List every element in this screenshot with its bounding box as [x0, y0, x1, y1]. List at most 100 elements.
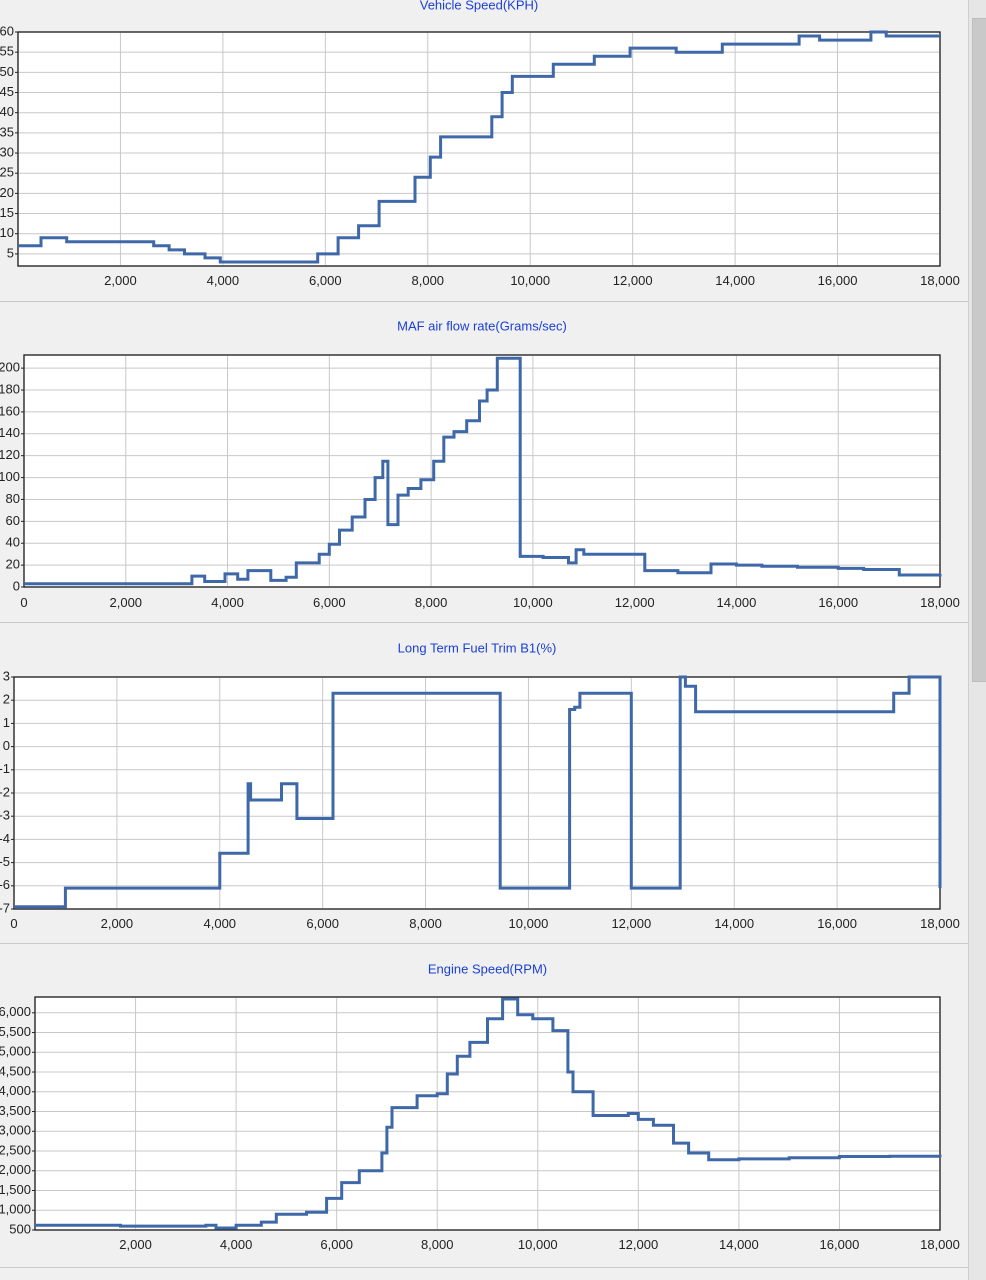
x-tick-label: 14,000	[715, 273, 755, 288]
y-tick-label: 1,000	[0, 1202, 31, 1217]
y-tick-label: 5	[7, 245, 14, 260]
x-tick-label: 4,000	[211, 595, 244, 610]
y-tick-label: 20	[0, 185, 14, 200]
chart-panel-vehicle-speed: Vehicle Speed(KPH) 2,000 4,000 6,000 8,000 10…	[0, 0, 968, 301]
y-tick-label: 60	[0, 23, 14, 38]
chart-title: MAF air flow rate(Grams/sec)	[397, 318, 567, 333]
y-tick-label: 40	[0, 104, 14, 119]
x-tick-label: 0	[20, 595, 27, 610]
x-tick-label: 6,000	[320, 1237, 353, 1252]
y-tick-label: -5	[0, 854, 10, 869]
y-tick-label: -6	[0, 877, 10, 892]
y-tick-label: 0	[13, 578, 20, 593]
plot-area	[17, 31, 941, 267]
y-tick-label: 80	[6, 491, 20, 506]
x-tick-label: 10,000	[510, 273, 550, 288]
x-tick-label: 2,000	[104, 273, 137, 288]
chart-panel-engine-speed: Engine Speed(RPM) 2,000 4,000 6,000 8,000 10,…	[0, 944, 968, 1267]
x-tick-label: 8,000	[412, 273, 445, 288]
x-tick-label: 18,000	[920, 916, 960, 931]
y-tick-label: -4	[0, 831, 10, 846]
y-tick-label: 100	[0, 469, 20, 484]
x-tick-label: 12,000	[618, 1237, 658, 1252]
y-tick-label: 0	[3, 738, 10, 753]
x-tick-label: 2,000	[119, 1237, 152, 1252]
x-tick-label: 18,000	[920, 1237, 960, 1252]
y-tick-label: 45	[0, 84, 14, 99]
chart-panel-maf-air-flow: MAF air flow rate(Grams/sec) 0 2,000 4,000 6…	[0, 302, 968, 622]
chart-title: Long Term Fuel Trim B1(%)	[398, 640, 557, 655]
y-tick-label: 140	[0, 425, 20, 440]
x-tick-label: 14,000	[719, 1237, 759, 1252]
y-tick-label: 10	[0, 225, 14, 240]
x-tick-label: 6,000	[306, 916, 339, 931]
x-tick-label: 16,000	[818, 273, 858, 288]
x-tick-label: 2,000	[101, 916, 134, 931]
y-tick-label: -3	[0, 808, 10, 823]
plot-border	[17, 31, 941, 267]
vertical-scrollbar[interactable]	[968, 0, 986, 1280]
long-term-fuel-trim-chart: Long Term Fuel Trim B1(%) 0 2,000 4,000 6,00…	[0, 640, 960, 931]
series-line	[24, 356, 942, 586]
y-tick-label: 30	[0, 144, 14, 159]
plot-border	[23, 354, 941, 588]
x-tick-label: 10,000	[518, 1237, 558, 1252]
scrollbar-thumb[interactable]	[972, 18, 986, 682]
x-tick-label: 12,000	[611, 916, 651, 931]
y-tick-label: -7	[0, 900, 10, 915]
x-tick-label: 4,000	[207, 273, 240, 288]
plot-border	[34, 996, 941, 1231]
series-line	[18, 30, 940, 264]
y-tick-label: 40	[6, 535, 20, 550]
x-tick-label: 4,000	[220, 1237, 253, 1252]
y-tick-label: 180	[0, 381, 20, 396]
x-tick-label: 14,000	[714, 916, 754, 931]
x-tick-label: 16,000	[820, 1237, 860, 1252]
y-tick-label: 15	[0, 205, 14, 220]
y-tick-label: -1	[0, 761, 10, 776]
y-tick-label: -2	[0, 784, 10, 799]
panel-divider	[0, 301, 968, 302]
x-tick-label: 18,000	[920, 595, 960, 610]
x-tick-label: 8,000	[421, 1237, 454, 1252]
x-tick-label: 14,000	[717, 595, 757, 610]
y-tick-label: 20	[6, 557, 20, 572]
panel-divider	[0, 943, 968, 944]
chart-title: Engine Speed(RPM)	[428, 961, 547, 976]
x-tick-label: 16,000	[817, 916, 857, 931]
x-tick-label: 8,000	[415, 595, 448, 610]
y-tick-label: 4,500	[0, 1063, 31, 1078]
y-tick-label: 1,500	[0, 1182, 31, 1197]
x-tick-label: 12,000	[615, 595, 655, 610]
x-tick-label: 18,000	[920, 273, 960, 288]
y-tick-label: 5,000	[0, 1044, 31, 1059]
y-tick-label: 1	[3, 715, 10, 730]
y-tick-label: 2	[3, 692, 10, 707]
series-line	[35, 997, 942, 1230]
x-tick-label: 6,000	[309, 273, 342, 288]
x-tick-label: 10,000	[509, 916, 549, 931]
y-tick-label: 3,500	[0, 1103, 31, 1118]
x-tick-label: 4,000	[204, 916, 237, 931]
y-tick-label: 500	[9, 1221, 31, 1236]
x-tick-label: 10,000	[513, 595, 553, 610]
x-tick-label: 12,000	[613, 273, 653, 288]
x-tick-label: 2,000	[110, 595, 143, 610]
panel-divider	[0, 1267, 968, 1268]
vehicle-speed-chart: Vehicle Speed(KPH) 2,000 4,000 6,000 8,000 10…	[0, 0, 960, 288]
engine-speed-chart: Engine Speed(RPM) 2,000 4,000 6,000 8,000 10,…	[0, 961, 960, 1252]
x-tick-label: 0	[10, 916, 17, 931]
series-line	[14, 675, 942, 909]
y-tick-label: 4,000	[0, 1083, 31, 1098]
x-tick-label: 6,000	[313, 595, 346, 610]
y-tick-label: 25	[0, 165, 14, 180]
y-tick-label: 35	[0, 124, 14, 139]
y-tick-label: 200	[0, 360, 20, 375]
chart-title: Vehicle Speed(KPH)	[420, 0, 539, 12]
y-tick-label: 120	[0, 447, 20, 462]
y-tick-label: 160	[0, 403, 20, 418]
y-tick-label: 2,500	[0, 1142, 31, 1157]
y-tick-label: 55	[0, 44, 14, 59]
y-tick-label: 60	[6, 513, 20, 528]
y-tick-label: 2,000	[0, 1162, 31, 1177]
